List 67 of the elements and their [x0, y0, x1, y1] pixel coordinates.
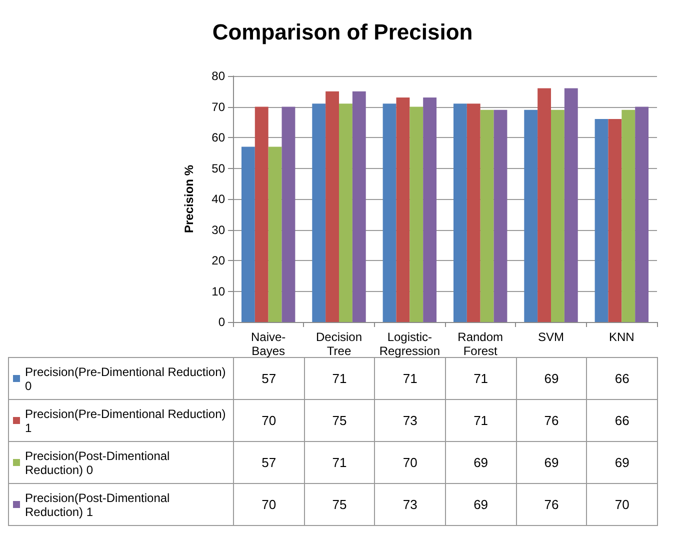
data-label: 66 — [586, 400, 658, 442]
bar — [339, 104, 352, 322]
bar — [312, 104, 326, 322]
x-tick-label: SVM — [538, 330, 564, 344]
bar — [538, 88, 551, 322]
bar — [352, 91, 366, 322]
data-label: 75 — [304, 400, 375, 442]
y-tick-label: 50 — [212, 161, 226, 176]
data-label: 70 — [586, 484, 658, 526]
data-label: 57 — [234, 358, 304, 400]
data-label: 69 — [445, 484, 516, 526]
data-label: 69 — [445, 442, 516, 484]
data-label: 71 — [374, 358, 446, 400]
legend-label: Precision(Pre-Dimentional Reduction) 1 — [25, 406, 227, 434]
bar — [254, 106, 268, 322]
y-tick-label: 30 — [212, 222, 226, 237]
data-label: 71 — [445, 358, 516, 400]
y-tick-label: 70 — [212, 100, 226, 114]
bar — [622, 110, 636, 322]
data-label: 69 — [516, 442, 587, 484]
data-label: 75 — [304, 484, 375, 526]
bar — [241, 146, 255, 322]
y-tick-label: 20 — [212, 254, 226, 268]
x-tick-label: KNN — [608, 330, 634, 344]
legend-label: Precision(Post-Dimentional Reduction) 1 — [25, 490, 171, 518]
bar — [453, 104, 467, 322]
bar — [268, 146, 282, 322]
data-label: 66 — [586, 358, 658, 400]
data-label: 57 — [234, 442, 304, 484]
x-tick-label: Logistic-Regression — [379, 330, 440, 358]
data-label: 73 — [374, 400, 446, 442]
bar — [594, 119, 608, 322]
legend-label: Precision(Pre-Dimentional Reduction) 0 — [25, 364, 227, 392]
data-label: 71 — [304, 358, 375, 400]
bar — [635, 106, 649, 322]
bar — [382, 104, 396, 322]
bar — [480, 110, 494, 322]
y-tick-label: 0 — [218, 315, 226, 329]
data-label: 70 — [374, 442, 446, 484]
legend-label: Precision(Post-Dimentional Reduction) 0 — [25, 448, 171, 476]
bar — [410, 106, 424, 322]
bar — [326, 91, 339, 322]
data-label: 69 — [516, 358, 587, 400]
y-tick-label: 10 — [212, 284, 226, 298]
data-label: 71 — [445, 400, 516, 442]
bar — [396, 98, 410, 322]
bar — [564, 88, 578, 322]
bar — [494, 110, 508, 322]
bar — [423, 98, 437, 322]
x-tick-label: Decision Tree — [316, 330, 362, 358]
bar — [551, 110, 564, 322]
x-tick-label: Naive-Bayes — [250, 330, 286, 358]
data-label: 76 — [516, 400, 587, 442]
bar — [608, 119, 622, 322]
chart-title: Comparison of Precision — [212, 20, 473, 44]
y-tick-label: 60 — [212, 130, 226, 144]
bar — [466, 104, 480, 322]
data-label: 76 — [516, 484, 587, 526]
data-label: 71 — [304, 442, 375, 484]
y-tick-label: 80 — [212, 69, 226, 83]
data-label: 69 — [586, 442, 658, 484]
data-label: 73 — [374, 484, 446, 526]
y-tick-label: 40 — [212, 192, 226, 206]
x-tick-label: Random Forest — [458, 330, 504, 358]
bar — [524, 110, 538, 322]
bar — [282, 106, 296, 322]
y-axis-title: Precision % — [182, 164, 196, 234]
